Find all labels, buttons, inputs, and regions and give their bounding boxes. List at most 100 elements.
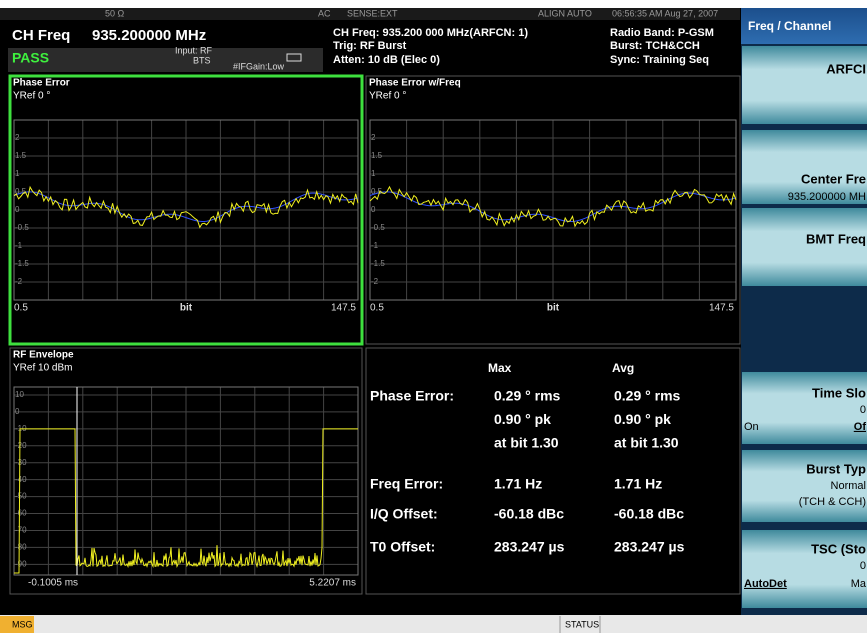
result-avg: 0.90 ° pk: [614, 411, 671, 427]
result-avg: at bit 1.30: [614, 435, 679, 451]
softkey-value[interactable]: Normal: [831, 480, 866, 492]
softkey-label[interactable]: TSC (Sto: [811, 541, 866, 556]
results-panel: [365, 347, 741, 595]
softkey-bg[interactable]: [742, 130, 867, 204]
softkey-option[interactable]: AutoDet: [744, 578, 787, 590]
input: Input: RF: [175, 45, 213, 55]
msg: MSG: [12, 619, 33, 629]
line1: CH Freq: 935.200 000 MHz(ARFCN: 1): [333, 27, 528, 39]
y-tick-label: -1: [15, 241, 23, 250]
softkey-bg[interactable]: [742, 46, 867, 124]
softkey[interactable]: Time Slo 0 On Of: [742, 372, 867, 444]
plot-frame: [369, 119, 737, 301]
x-label: bit: [180, 303, 193, 314]
softkey-bg[interactable]: [742, 530, 867, 608]
y-tick-label: -40: [15, 475, 27, 484]
y-tick-label: -1: [371, 241, 379, 250]
softkey[interactable]: ARFCI: [742, 46, 867, 124]
trace-yellow: [369, 185, 737, 228]
softkey-bg[interactable]: [742, 450, 867, 522]
result-label: Freq Error:: [370, 476, 443, 492]
burst: Burst: TCH&CCH: [610, 40, 700, 52]
x-start: -0.1005 ms: [28, 578, 78, 589]
icon: [286, 53, 302, 62]
softkey-bg[interactable]: [742, 372, 867, 444]
y-tick-label: -0.5: [15, 223, 29, 232]
result-label: Phase Error:: [370, 388, 454, 404]
col-header: Max: [488, 361, 512, 375]
line2: Trig: RF Burst: [333, 40, 407, 52]
softkey-label[interactable]: Center Fre: [801, 171, 866, 186]
softkey-label[interactable]: Burst Typ: [806, 461, 866, 476]
plot-title: Phase Error w/Freq: [369, 78, 461, 89]
plot-title: Phase Error: [13, 78, 70, 89]
softkey[interactable]: BMT Freq: [742, 208, 867, 286]
result-label: T0 Offset:: [370, 539, 435, 555]
softkey-option[interactable]: Of: [854, 421, 867, 433]
y-tick-label: 1.5: [15, 151, 27, 160]
y-tick-label: 1.5: [371, 151, 383, 160]
y-tick-label: 0: [15, 407, 20, 416]
y-tick-label: -0.5: [371, 223, 385, 232]
y-tick-label: -1.5: [15, 259, 29, 268]
result-avg: 1.71 Hz: [614, 476, 662, 492]
plot-title: RF Envelope: [13, 350, 74, 361]
x-end: 147.5: [331, 303, 356, 314]
softkey-title-bg: [741, 8, 867, 44]
x-label: bit: [547, 303, 560, 314]
y-tick-label: -90: [15, 559, 27, 568]
y-tick-label: -60: [15, 509, 27, 518]
y-tick-label: -50: [15, 492, 27, 501]
softkey-label[interactable]: Time Slo: [812, 385, 866, 400]
softkey-option[interactable]: Ma: [851, 578, 867, 590]
softkey[interactable]: Center Fre 935.200000 MH: [742, 130, 867, 204]
trace-envelope: [14, 428, 358, 574]
plot-yref: YRef 10 dBm: [13, 363, 72, 374]
status: STATUS: [565, 619, 599, 629]
msg-bg: [0, 616, 34, 633]
sync: Sync: Training Seq: [610, 54, 709, 66]
datetime: 06:56:35 AM Aug 27, 2007: [612, 8, 718, 18]
softkey-bg[interactable]: [742, 208, 867, 286]
y-tick-label: 0.5: [371, 187, 383, 196]
y-tick-label: 10: [15, 390, 24, 399]
softkey[interactable]: Burst Typ Normal (TCH & CCH): [742, 450, 867, 522]
result-avg: -60.18 dBc: [614, 506, 684, 522]
y-tick-label: 1: [371, 169, 376, 178]
softkey-value[interactable]: 0: [860, 404, 866, 416]
pass: PASS: [12, 50, 49, 66]
measure: CH Freq: [12, 27, 70, 44]
align: ALIGN AUTO: [538, 8, 592, 18]
coupling: AC: [318, 8, 331, 18]
plot-yref: YRef 0 °: [13, 91, 50, 102]
softkey[interactable]: TSC (Sto 0 AutoDet Ma: [742, 530, 867, 608]
result-avg: 0.29 ° rms: [614, 388, 681, 404]
softkey-label[interactable]: ARFCI: [826, 61, 866, 76]
plot-frame: [13, 119, 359, 301]
trace-yellow: [13, 185, 359, 229]
softkey-value[interactable]: (TCH & CCH): [799, 496, 866, 508]
result-max: at bit 1.30: [494, 435, 559, 451]
softkey-value[interactable]: 0: [860, 560, 866, 572]
result-avg: 283.247 µs: [614, 539, 685, 555]
softkey-option[interactable]: On: [744, 421, 759, 433]
band: Radio Band: P-GSM: [610, 27, 714, 39]
result-max: 0.90 ° pk: [494, 411, 551, 427]
plot-frame: [13, 386, 359, 576]
x-end: 5.2207 ms: [309, 578, 356, 589]
ifgain: #IFGain:Low: [233, 61, 285, 71]
result-max: -60.18 dBc: [494, 506, 564, 522]
y-tick-label: -80: [15, 543, 27, 552]
softkey-value[interactable]: 935.200000 MH: [788, 191, 866, 203]
y-tick-label: 2: [371, 133, 376, 142]
y-tick-label: 1: [15, 169, 20, 178]
footer: [0, 615, 867, 633]
plot-yref: YRef 0 °: [369, 91, 406, 102]
y-tick-label: -30: [15, 458, 27, 467]
status-bar: [8, 48, 323, 72]
y-tick-label: 0: [371, 205, 376, 214]
y-tick-label: -2: [15, 277, 23, 286]
result-max: 283.247 µs: [494, 539, 565, 555]
softkey-label[interactable]: BMT Freq: [806, 231, 866, 246]
